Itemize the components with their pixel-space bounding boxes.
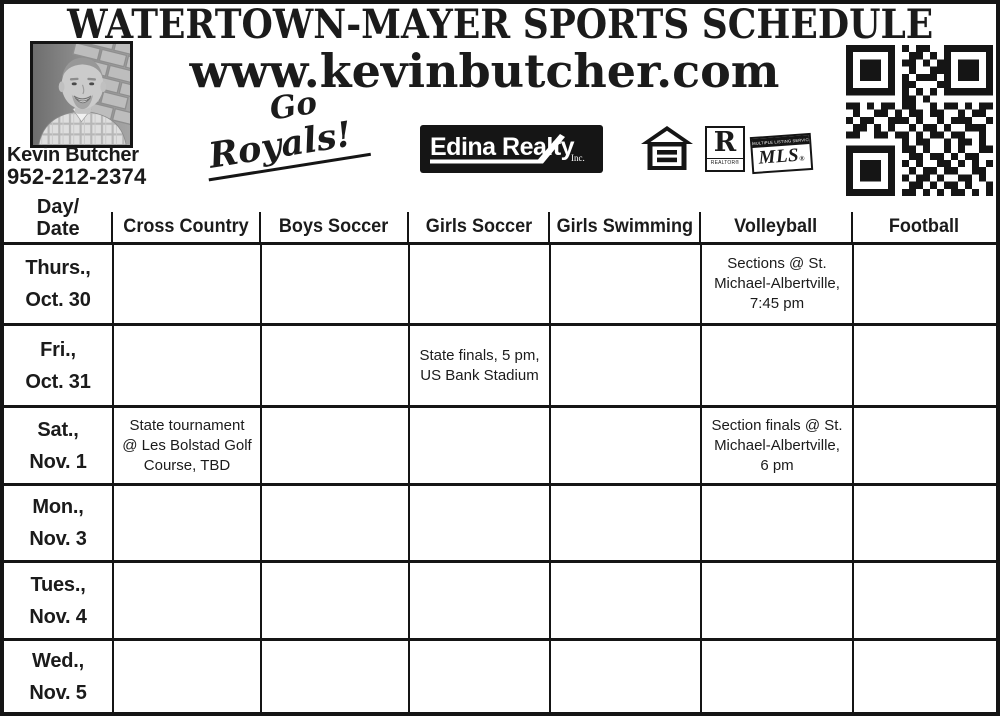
table-row: Wed., Nov. 5 <box>4 638 996 712</box>
schedule-cell: State tournament @ Les Bolstad Golf Course… <box>112 408 260 483</box>
day-date-cell: Tues., Nov. 4 <box>29 573 87 628</box>
column-header-girls-soccer: Girls Soccer <box>425 216 532 237</box>
day-date-header-line1: Day/ <box>36 196 80 218</box>
schedule-cell <box>260 245 408 323</box>
schedule-cell <box>852 486 996 560</box>
schedule-cell <box>112 326 260 405</box>
column-header-football: Football <box>888 216 960 237</box>
schedule-cell <box>112 486 260 560</box>
table-row: Thurs., Oct. 30 Sections @ St. Michael-Albe… <box>4 242 996 323</box>
schedule-cell <box>549 326 700 405</box>
day-date-cell: Fri., Oct. 31 <box>25 338 91 393</box>
edina-realty-logo: Edina Realty Inc. <box>420 125 603 173</box>
header-separator <box>851 212 853 242</box>
agent-phone: 952-212-2374 <box>7 164 147 189</box>
realtor-logo: R REALTOR® <box>705 126 745 172</box>
schedule-cell <box>700 641 852 712</box>
schedule-cell <box>549 486 700 560</box>
table-row: Fri., Oct. 31 State finals, 5 pm, US Bank S… <box>4 323 996 405</box>
schedule-cell <box>700 486 852 560</box>
day-date-cell: Mon., Nov. 3 <box>29 496 87 550</box>
page-title: WATERTOWN-MAYER SPORTS SCHEDULE <box>66 1 934 48</box>
day-date-cell: Wed., Nov. 5 <box>29 649 87 704</box>
mls-text: MLS® <box>757 144 806 169</box>
schedule-cell <box>260 326 408 405</box>
edina-realty-suffix: Inc. <box>571 153 585 163</box>
mls-logo: MULTIPLE LISTING SERVICE MLS® <box>749 132 814 175</box>
header-separator <box>407 212 409 242</box>
day-date-cell: Sat., Nov. 1 <box>29 418 87 473</box>
table-row: Mon., Nov. 3 <box>4 483 996 560</box>
header-separator <box>699 212 701 242</box>
mls-registered-mark: ® <box>799 154 806 163</box>
schedule-body: Thurs., Oct. 30 Sections @ St. Michael-Albe… <box>4 242 996 712</box>
column-header-cross-country: Cross Country <box>123 216 249 237</box>
schedule-cell <box>549 245 700 323</box>
schedule-cell: State finals, 5 pm, US Bank Stadium <box>408 326 549 405</box>
table-row: Sat., Nov. 1 State tournament @ Les Bolstad… <box>4 405 996 483</box>
realtor-label: REALTOR® <box>707 158 743 167</box>
website-url: www.kevinbutcher.com <box>189 44 780 98</box>
schedule-header-row: Day/ Date Cross Country Boys Soccer Girls … <box>4 188 996 242</box>
day-date-header-line2: Date <box>36 218 80 240</box>
schedule-cell <box>700 563 852 638</box>
schedule-cell <box>260 486 408 560</box>
header-separator <box>259 212 261 242</box>
agent-portrait-photo <box>30 41 133 148</box>
schedule-cell <box>852 245 996 323</box>
schedule-cell <box>549 563 700 638</box>
schedule-cell <box>549 641 700 712</box>
schedule-cell <box>408 408 549 483</box>
schedule-cell <box>852 326 996 405</box>
schedule-cell <box>112 563 260 638</box>
day-date-cell: Thurs., Oct. 30 <box>25 257 91 311</box>
schedule-cell <box>549 408 700 483</box>
schedule-cell <box>112 245 260 323</box>
realtor-r-letter: R <box>713 127 737 158</box>
schedule-cell <box>408 641 549 712</box>
schedule-cell <box>112 641 260 712</box>
qr-code <box>846 45 993 196</box>
schedule-cell <box>852 563 996 638</box>
table-row: Tues., Nov. 4 <box>4 560 996 638</box>
header-separator <box>548 212 550 242</box>
column-header-volleyball: Volleyball <box>734 216 818 237</box>
portrait-illustration <box>33 44 130 145</box>
column-header-girls-swimming: Girls Swimming <box>556 216 693 237</box>
schedule-cell <box>408 245 549 323</box>
agent-name: Kevin Butcher <box>7 144 139 166</box>
schedule-cell <box>852 641 996 712</box>
schedule-cell <box>260 641 408 712</box>
column-header-boys-soccer: Boys Soccer <box>279 216 389 237</box>
schedule-cell <box>260 408 408 483</box>
header-separator <box>111 212 113 242</box>
schedule-cell <box>700 326 852 405</box>
schedule-cell <box>408 486 549 560</box>
schedule-cell <box>260 563 408 638</box>
schedule-cell <box>408 563 549 638</box>
day-date-header: Day/ Date <box>4 196 112 242</box>
schedule-cell: Section finals @ St. Michael-Albertville,… <box>700 408 852 483</box>
equal-housing-icon <box>641 126 693 170</box>
schedule-cell <box>852 408 996 483</box>
schedule-cell: Sections @ St. Michael-Albertville, 7:45 p… <box>700 245 852 323</box>
